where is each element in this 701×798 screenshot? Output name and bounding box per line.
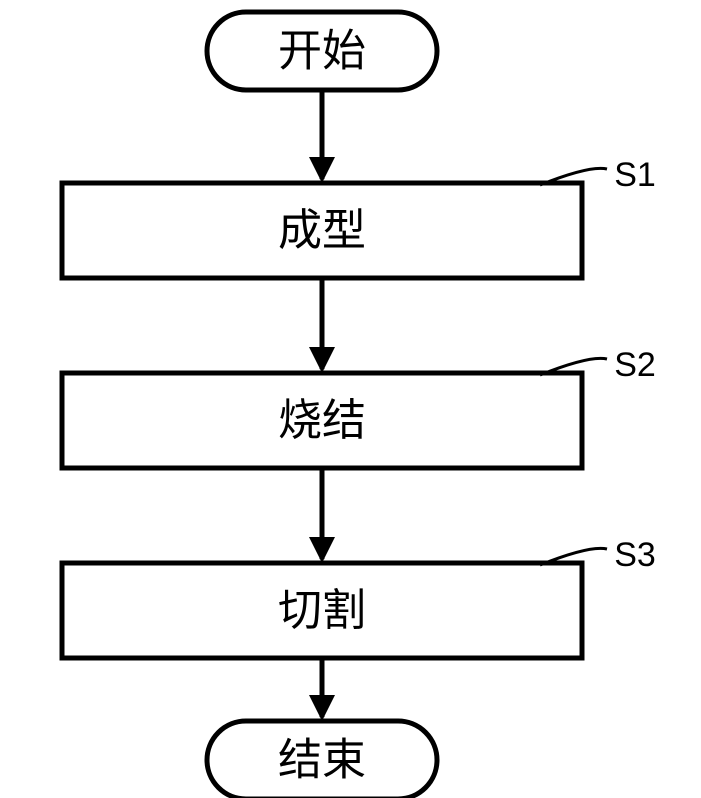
flow-arrow-head [309,695,335,721]
process-s1-text: 成型 [278,206,366,255]
flow-arrow-head [309,157,335,183]
flowchart-canvas: 开始成型 S1 烧结 S2 切割 S3 结束 [0,0,701,798]
end-node-label: 结束 [278,736,366,785]
start-node-label: 开始 [278,27,366,76]
flow-arrow-head [309,537,335,563]
step-label-s1: S1 [614,156,656,194]
process-s2-text: 烧结 [278,396,366,445]
step-label-s2: S2 [614,346,656,384]
flow-arrow-head [309,347,335,373]
step-label-s3: S3 [614,536,656,574]
process-s3-text: 切割 [278,586,366,635]
